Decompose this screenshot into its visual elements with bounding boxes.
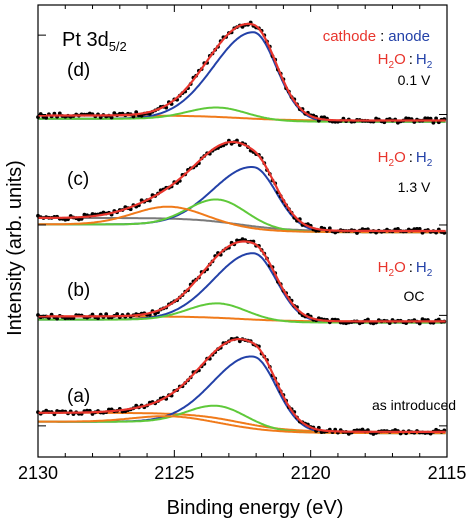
x-tick-label-2120: 2120	[291, 463, 331, 483]
data-point	[415, 227, 419, 231]
gas-gas-sep: :	[409, 259, 413, 276]
condition-label: OC	[404, 288, 425, 304]
gas-gas-left-suffix: O	[394, 51, 406, 68]
data-point	[237, 339, 242, 344]
gas-gas-right: H	[416, 149, 427, 166]
gas-gas-left: H	[378, 51, 389, 68]
chart-title: Pt 3d5/2	[62, 29, 127, 54]
axes-layer: 2130 2125 2120 2115	[18, 4, 467, 483]
data-point	[115, 312, 119, 316]
x-tick-label-2125: 2125	[154, 463, 194, 483]
condition-label: as introduced	[372, 397, 456, 413]
data-point	[417, 227, 422, 231]
gas-gas-sep: :	[409, 149, 413, 166]
data-point	[109, 115, 114, 120]
data-point	[44, 115, 49, 120]
panel-label: (b)	[67, 280, 90, 301]
gas-gas-right-sub: 2	[427, 60, 433, 71]
data-point	[360, 427, 365, 432]
data-point	[104, 312, 109, 316]
data-point	[431, 120, 436, 125]
gas-ratio-label: H2O: H2	[378, 149, 433, 169]
gas-gas-left-sub: 2	[389, 60, 395, 71]
data-point	[139, 113, 144, 118]
gas-gas-right-sub: 2	[427, 158, 433, 169]
third-peak-curve	[38, 205, 446, 234]
data-point	[346, 432, 351, 436]
shoulder-peak-curve	[38, 106, 446, 123]
data-point	[417, 321, 422, 326]
data-point	[57, 111, 62, 116]
legend-separator: :	[380, 28, 384, 45]
panel-a: (a) as introduced	[36, 336, 456, 436]
x-axis-label: Binding energy (eV)	[167, 497, 344, 519]
gas-gas-sep: :	[409, 51, 413, 68]
plot-frame	[37, 4, 448, 458]
legend-anode: anode	[388, 28, 430, 45]
gas-gas-left-suffix: O	[394, 259, 406, 276]
data-point	[90, 212, 95, 216]
x-tick-label-2130: 2130	[18, 463, 58, 483]
data-point	[112, 111, 117, 116]
fit-envelope-curve	[38, 22, 446, 122]
gas-ratio-label: H2O: H2	[378, 259, 433, 279]
legend-cathode-anode: cathode: anode	[323, 28, 430, 45]
gas-gas-left: H	[378, 149, 389, 166]
panel-label: (d)	[67, 60, 90, 81]
gas-gas-left: H	[378, 259, 389, 276]
fit-envelope-curve	[38, 338, 446, 433]
data-point	[426, 116, 430, 121]
gas-gas-left-sub: 2	[389, 268, 395, 279]
data-point	[434, 116, 438, 121]
legend-cathode: cathode	[323, 28, 376, 45]
gas-ratio-label: H2O: H2	[378, 51, 433, 71]
data-point	[355, 231, 359, 235]
gas-gas-left-sub: 2	[389, 158, 395, 169]
fit-envelope-curve	[38, 140, 446, 233]
data-point	[55, 316, 59, 321]
chart-title-main: Pt 3d	[62, 29, 109, 51]
measured-data-points	[36, 237, 447, 326]
data-point	[396, 227, 400, 231]
condition-label: 0.1 V	[398, 72, 431, 88]
gas-gas-right: H	[416, 259, 427, 276]
gas-gas-right: H	[416, 51, 427, 68]
chart-title-subscript: 5/2	[109, 39, 127, 54]
condition-label: 1.3 V	[398, 179, 431, 195]
y-axis-label: Intensity (arb. units)	[4, 160, 26, 336]
gas-gas-left-suffix: O	[394, 149, 406, 166]
panel-label: (c)	[67, 169, 89, 190]
gas-gas-right-sub: 2	[427, 268, 433, 279]
panel-label: (a)	[67, 386, 90, 407]
data-point	[423, 116, 428, 121]
x-tick-label-2115: 2115	[428, 463, 467, 483]
fit-envelope-curve	[38, 240, 446, 323]
